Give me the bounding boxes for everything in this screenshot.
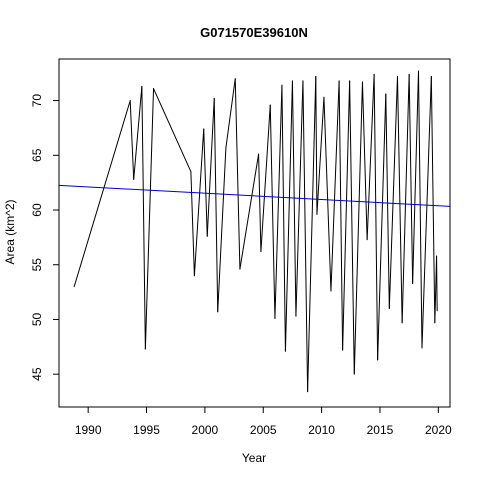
x-tick-label: 1990 (75, 423, 102, 437)
area-line-segment (274, 84, 283, 319)
y-tick-label: 60 (30, 203, 44, 217)
area-line-segment (217, 147, 227, 313)
chart-title: G071570E39610N (200, 25, 308, 40)
area-line-segment (307, 76, 317, 393)
area-line-segment (258, 153, 262, 253)
x-tick-label: 1995 (133, 423, 160, 437)
area-line-segment (133, 85, 143, 180)
area-line-segment (316, 96, 325, 215)
area-line-segment (421, 76, 432, 349)
area-line-segment (338, 80, 344, 351)
area-line-segment (129, 100, 135, 180)
area-line-segment (323, 96, 332, 292)
area-line-segment (377, 93, 387, 361)
area-line-segment (388, 76, 398, 310)
x-tick-label: 2005 (250, 423, 277, 437)
area-series (73, 70, 438, 393)
y-tick-label: 65 (30, 148, 44, 162)
trend-line-segment (58, 184, 451, 207)
area-line-segment (417, 70, 423, 349)
area-line-segment (385, 93, 390, 310)
area-line-segment (193, 128, 205, 277)
area-line-segment (234, 78, 241, 270)
y-axis: 45 50 55 60 65 70 (30, 94, 60, 381)
area-line-segment (373, 73, 379, 361)
trend-series (58, 184, 451, 207)
area-line-segment (269, 104, 276, 319)
x-axis-label: Year (242, 451, 266, 465)
area-line-segment (408, 73, 414, 284)
area-line-segment (206, 97, 215, 237)
area-line-segment (284, 80, 293, 352)
area-line-segment (153, 88, 192, 173)
area-line-segment (396, 76, 403, 324)
x-tick-label: 2000 (192, 423, 219, 437)
area-line-segment (225, 78, 236, 149)
area-line-segment (315, 76, 318, 215)
series-layer (58, 70, 451, 393)
area-line-segment (213, 97, 219, 313)
area-line-segment (349, 80, 355, 375)
area-line-segment (260, 104, 271, 253)
y-tick-label: 55 (30, 258, 44, 272)
area-line-segment (361, 81, 368, 241)
y-tick-label: 50 (30, 312, 44, 326)
x-tick-label: 2015 (367, 423, 394, 437)
x-tick-label: 2010 (308, 423, 335, 437)
y-axis-label: Area (km^2) (3, 200, 17, 265)
plot-frame (58, 58, 451, 408)
area-line-segment (401, 73, 410, 324)
area-line-segment (203, 128, 208, 237)
area-line-segment (281, 84, 286, 352)
area-line-segment (412, 70, 419, 284)
area-line-segment (436, 255, 438, 312)
area-line-segment (239, 153, 260, 270)
x-axis: 1990 1995 2000 2005 2010 2015 2020 (75, 406, 452, 437)
x-tick-label: 2020 (425, 423, 452, 437)
area-line-segment (144, 88, 155, 350)
y-tick-label: 45 (30, 367, 44, 381)
area-line-segment (330, 80, 340, 292)
area-line-segment (342, 80, 351, 351)
area-line-segment (141, 85, 146, 350)
y-tick-label: 70 (30, 94, 44, 108)
area-line-segment (190, 171, 195, 277)
area-line-segment (430, 76, 436, 324)
area-line-segment (366, 73, 375, 241)
area-line-segment (353, 81, 363, 375)
area-line-segment (302, 80, 309, 393)
area-line-segment (73, 100, 131, 288)
